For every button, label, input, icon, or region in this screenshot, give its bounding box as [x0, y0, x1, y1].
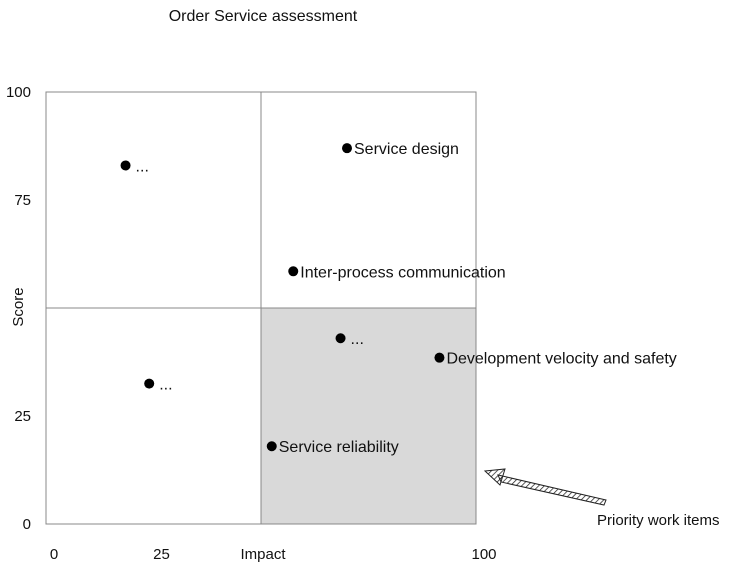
x-tick-label: 100 — [471, 546, 496, 563]
data-point-label: ... — [351, 331, 364, 348]
chart-title: Order Service assessment — [169, 8, 358, 25]
data-point-label: Development velocity and safety — [446, 351, 676, 368]
y-tick-label: 25 — [14, 408, 31, 425]
y-axis-label: Score — [10, 287, 27, 326]
y-tick-label: 100 — [6, 84, 31, 101]
data-point — [266, 441, 277, 452]
highlighted-quadrant — [261, 308, 476, 524]
x-tick-label: 25 — [153, 546, 170, 563]
y-tick-label: 0 — [23, 516, 31, 533]
x-tick-label: 0 — [50, 546, 58, 563]
data-point — [288, 266, 299, 277]
data-point-label: ... — [159, 377, 172, 394]
y-tick-label: 75 — [14, 192, 31, 209]
annotation-arrowhead — [483, 468, 506, 486]
annotation-arrow — [483, 468, 607, 506]
data-point-label: Inter-process communication — [300, 264, 505, 281]
annotation-text: Priority work items — [597, 512, 720, 529]
data-point — [120, 160, 131, 171]
x-axis-label: Impact — [240, 546, 286, 563]
data-point-label: ... — [136, 158, 149, 175]
annotation-arrow-shaft — [497, 474, 607, 506]
data-point — [144, 378, 155, 389]
data-point — [342, 143, 352, 154]
data-point-label: Service reliability — [279, 439, 399, 456]
data-point — [335, 333, 346, 344]
data-point — [434, 352, 445, 363]
data-point-label: Service design — [354, 141, 459, 158]
